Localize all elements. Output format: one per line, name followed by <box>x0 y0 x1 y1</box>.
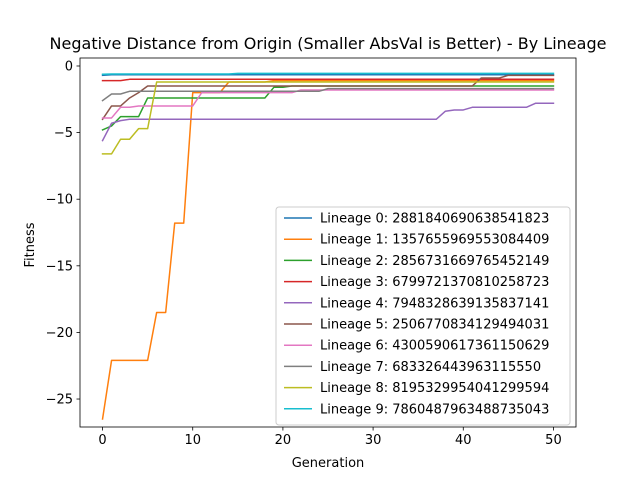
legend-label-lineage-4: Lineage 4: 7948328639135837141 <box>320 296 549 311</box>
x-tick-label: 10 <box>184 433 201 448</box>
legend-label-lineage-3: Lineage 3: 6799721370810258723 <box>320 275 549 290</box>
series-line-lineage-4 <box>101 102 555 142</box>
series-line-lineage-5 <box>101 74 555 121</box>
legend-box <box>275 206 571 426</box>
legend-label-lineage-8: Lineage 8: 8195329954041299594 <box>320 381 549 396</box>
legend-label-lineage-6: Lineage 6: 4300590617361150629 <box>320 339 549 354</box>
legend: Lineage 0: 2881840690638541823 Lineage 1:… <box>275 206 571 426</box>
y-tick-label: −10 <box>46 193 73 208</box>
x-tick-label: 40 <box>455 433 472 448</box>
x-tick-label: 20 <box>275 433 292 448</box>
x-tick-label: 50 <box>545 433 562 448</box>
legend-label-lineage-9: Lineage 9: 7860487963488735043 <box>320 402 549 417</box>
series-line-lineage-0 <box>101 74 555 77</box>
legend-label-lineage-2: Lineage 2: 2856731669765452149 <box>320 254 549 269</box>
series-line-lineage-8 <box>101 81 555 155</box>
legend-label-lineage-0: Lineage 0: 2881840690638541823 <box>320 212 549 227</box>
y-tick-label: −20 <box>46 326 73 341</box>
x-tick-label: 0 <box>98 433 106 448</box>
series-line-lineage-6 <box>101 89 555 119</box>
series-line-lineage-3 <box>101 78 555 82</box>
y-axis-label: Fitness <box>23 222 38 267</box>
series-line-lineage-9 <box>101 72 555 76</box>
chart-title: Negative Distance from Origin (Smaller A… <box>50 34 607 53</box>
x-axis-label: Generation <box>292 456 365 471</box>
y-tick-label: −5 <box>54 126 73 141</box>
legend-label-lineage-5: Lineage 5: 2506770834129494031 <box>320 318 549 333</box>
x-tick-label: 30 <box>365 433 382 448</box>
y-tick-label: 0 <box>65 59 73 74</box>
y-tick-label: −15 <box>46 259 73 274</box>
axes-layer: 0 10 20 30 40 50 0 −5 −10 −15 −20 −25 <box>46 57 577 448</box>
legend-label-lineage-1: Lineage 1: 1357655969553084409 <box>320 233 549 248</box>
y-tick-label: −25 <box>46 393 73 408</box>
series-layer <box>101 72 555 420</box>
series-line-lineage-7 <box>101 87 555 102</box>
legend-label-lineage-7: Lineage 7: 683326443963115550 <box>320 360 541 375</box>
plot-frame <box>79 57 577 428</box>
